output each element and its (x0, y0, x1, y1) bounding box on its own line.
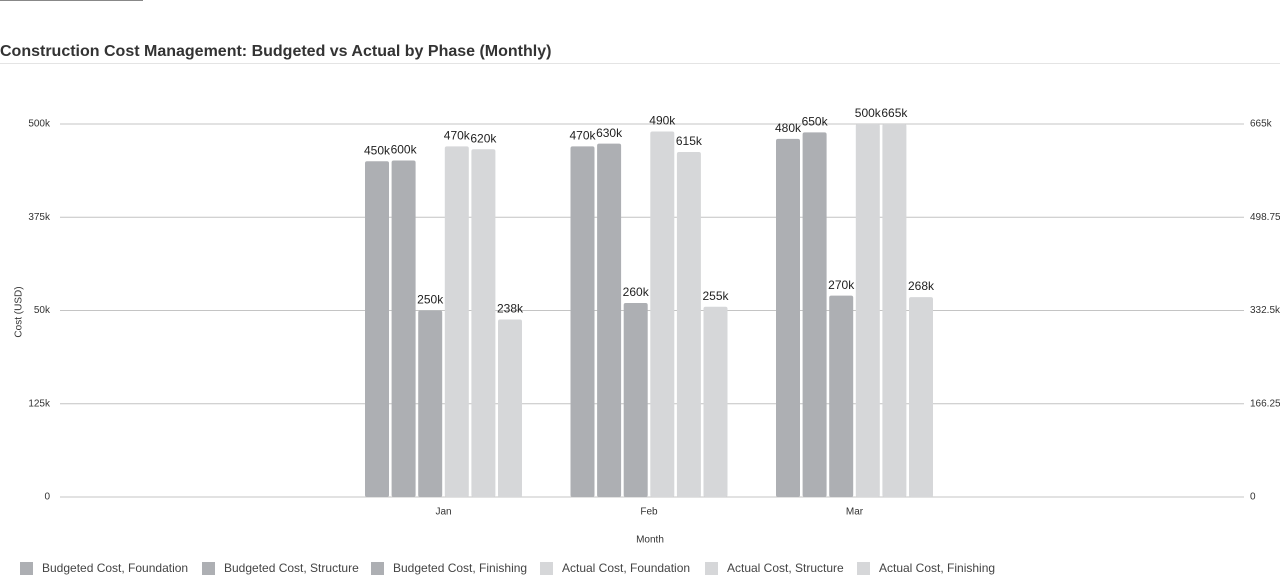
legend-swatch (705, 562, 718, 575)
x-tick-label: Feb (640, 507, 658, 518)
value-label: 260k (623, 285, 650, 299)
bar (855, 124, 880, 497)
bar (703, 306, 728, 497)
value-label: 480k (775, 121, 802, 135)
legend-swatch (202, 562, 215, 575)
y2-tick-label: 665k (1250, 119, 1273, 130)
bar (444, 146, 469, 497)
bar (391, 160, 416, 497)
value-label: 255k (702, 289, 729, 303)
y2-tick-label: 0 (1250, 492, 1256, 503)
y-tick-label: 375k (28, 212, 51, 223)
bar (650, 131, 675, 497)
value-label: 650k (802, 115, 829, 129)
value-label: 250k (417, 293, 444, 307)
value-label: 470k (569, 129, 596, 143)
bar (418, 310, 443, 497)
value-label: 615k (676, 134, 703, 148)
legend-label: Actual Cost, Finishing (879, 561, 995, 575)
value-label: 450k (364, 143, 391, 157)
x-tick-label: Mar (846, 507, 864, 518)
value-label: 470k (444, 129, 471, 143)
bar (471, 149, 496, 497)
bar (909, 297, 933, 497)
y2-tick-label: 498.75 (1250, 212, 1280, 223)
value-label: 500k (855, 106, 882, 120)
y-tick-label: 500k (28, 119, 51, 130)
bar (623, 303, 648, 497)
bar (597, 143, 622, 497)
value-label: 630k (596, 126, 623, 140)
bar (882, 124, 907, 497)
y2-tick-label: 166.25 (1250, 398, 1280, 409)
legend-swatch (371, 562, 384, 575)
legend-swatch (540, 562, 553, 575)
legend-label: Budgeted Cost, Foundation (42, 561, 188, 575)
bar (570, 146, 595, 497)
value-label: 268k (908, 279, 935, 293)
value-label: 665k (881, 106, 908, 120)
y-tick-label: 50k (34, 305, 51, 316)
value-label: 270k (828, 278, 855, 292)
chart-title: Construction Cost Management: Budgeted v… (0, 43, 551, 60)
legend-label: Actual Cost, Structure (727, 561, 844, 575)
value-label: 620k (470, 131, 497, 145)
value-label: 600k (391, 143, 418, 157)
y-tick-label: 0 (44, 492, 50, 503)
bar (776, 138, 800, 498)
legend-label: Actual Cost, Foundation (562, 561, 690, 575)
bar (676, 152, 701, 498)
x-tick-label: Jan (435, 507, 451, 518)
bar (802, 132, 827, 498)
x-axis-label: Month (636, 535, 664, 546)
legend-swatch (857, 562, 870, 575)
legend-swatch (20, 562, 33, 575)
y2-tick-label: 332.5k (1250, 305, 1280, 316)
bar (365, 161, 389, 498)
y-tick-label: 125k (28, 398, 51, 409)
bar (829, 295, 854, 497)
legend-label: Budgeted Cost, Structure (224, 561, 359, 575)
value-label: 238k (497, 302, 524, 316)
legend-label: Budgeted Cost, Finishing (393, 561, 527, 575)
y-axis-label: Cost (USD) (14, 286, 25, 337)
value-label: 490k (649, 114, 676, 128)
bar (498, 319, 522, 497)
